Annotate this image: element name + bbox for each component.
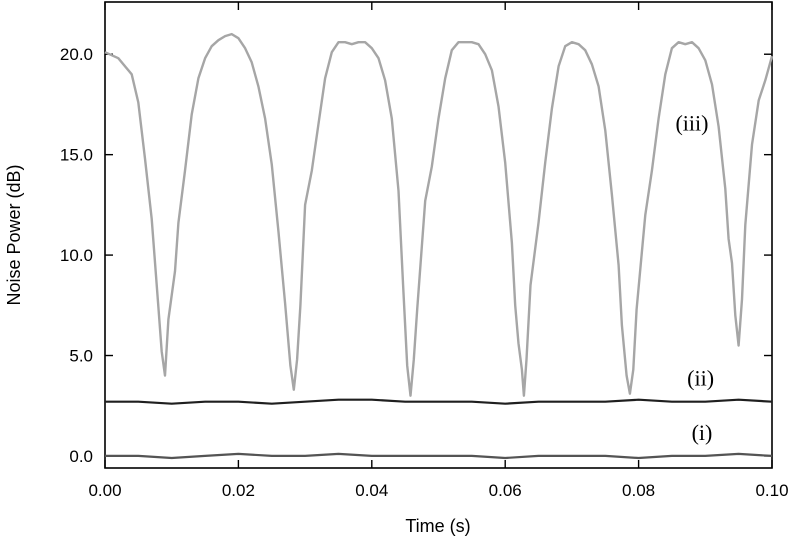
annotation-layer: (iii) (ii) (i) bbox=[675, 111, 714, 445]
x-tick-label: 0.02 bbox=[222, 481, 255, 500]
series-line-i bbox=[105, 452, 773, 460]
x-axis-title: Time (s) bbox=[405, 516, 470, 536]
series-line-ii bbox=[105, 398, 773, 405]
plot-frame bbox=[104, 1, 773, 469]
x-tick-label: 0.00 bbox=[88, 481, 121, 500]
y-tick-label: 5.0 bbox=[69, 347, 93, 366]
x-tick-label: 0.04 bbox=[355, 481, 388, 500]
series-annotation: (ii) bbox=[687, 366, 714, 391]
x-tick-label: 0.06 bbox=[489, 481, 522, 500]
series-annotation: (i) bbox=[692, 420, 713, 445]
x-axis: 0.00 0.02 0.04 0.06 0.08 0.10 bbox=[88, 2, 789, 500]
y-tick-label: 20.0 bbox=[60, 45, 93, 64]
series-annotation: (iii) bbox=[675, 111, 708, 136]
x-tick-label: 0.10 bbox=[755, 481, 788, 500]
series-line-iii bbox=[104, 32, 774, 397]
x-tick-label: 0.08 bbox=[622, 481, 655, 500]
y-axis-title: Noise Power (dB) bbox=[4, 164, 24, 305]
y-tick-label: 10.0 bbox=[60, 246, 93, 265]
y-tick-label: 15.0 bbox=[60, 146, 93, 165]
y-tick-label: 0.0 bbox=[69, 447, 93, 466]
series-layer bbox=[104, 32, 774, 460]
